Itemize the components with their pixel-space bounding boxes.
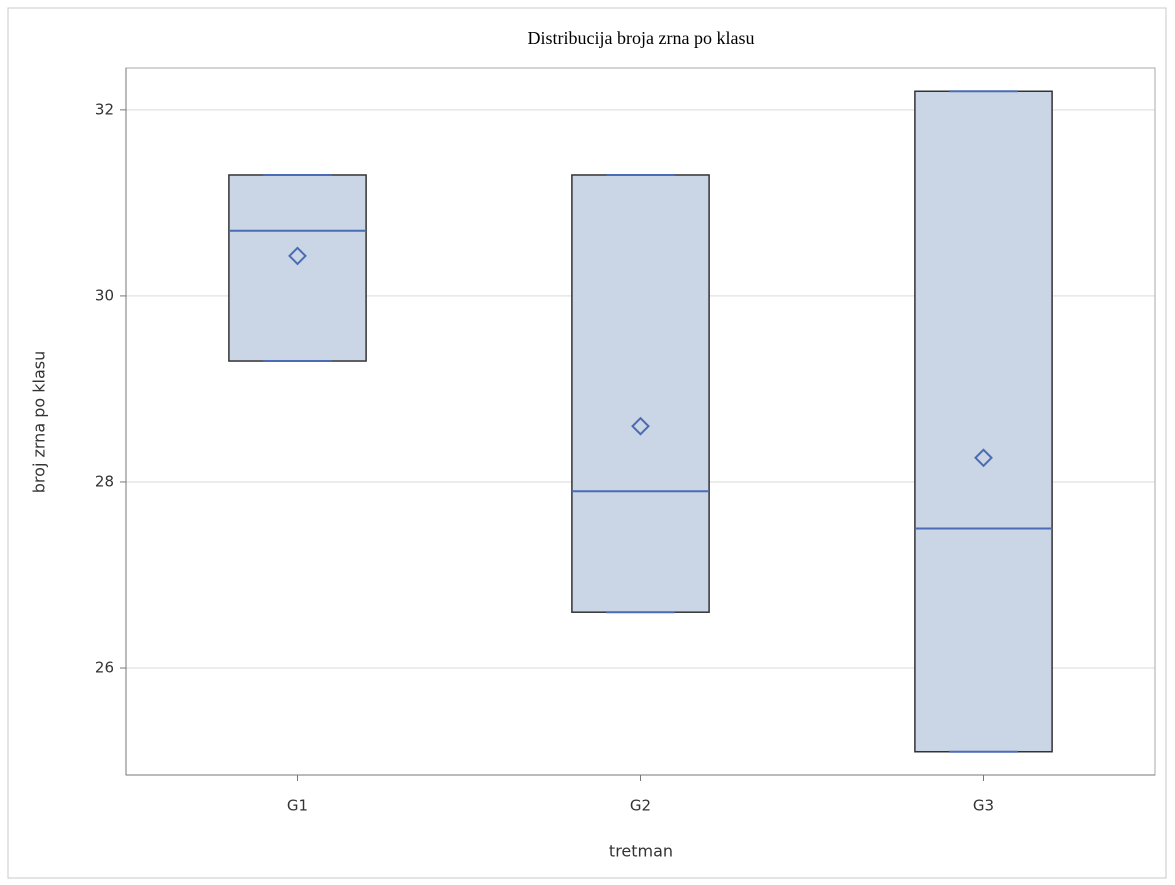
y-tick-label: 26 — [95, 659, 114, 677]
box — [914, 90, 1053, 753]
box — [571, 174, 710, 613]
y-axis-label: broj zrna po klasu — [30, 351, 49, 493]
x-tick-label: G3 — [973, 797, 994, 815]
y-tick-label: 28 — [95, 472, 114, 490]
box — [228, 174, 367, 362]
x-axis-label: tretman — [609, 842, 673, 861]
x-tick-label: G2 — [630, 797, 651, 815]
mean-marker — [288, 246, 307, 266]
x-tick-label: G1 — [287, 797, 308, 815]
mean-marker — [631, 416, 650, 436]
chart-title: Distribucija broja zrna po klasu — [528, 28, 755, 48]
y-tick-label: 30 — [95, 286, 114, 304]
mean-marker — [974, 448, 993, 468]
y-tick-label: 32 — [95, 100, 114, 118]
